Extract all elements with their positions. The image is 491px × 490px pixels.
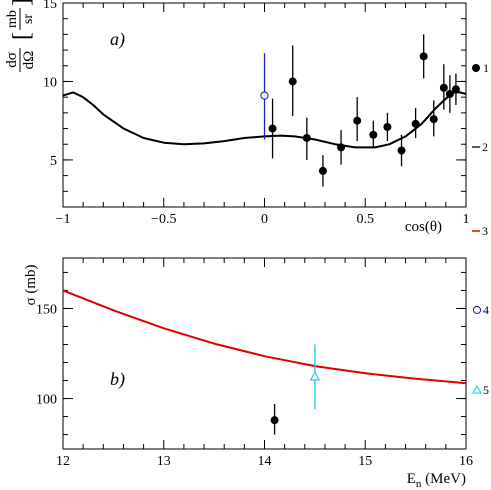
plot-frame: [62, 257, 467, 450]
legend-label-5: 5: [483, 383, 489, 397]
panel-label: b): [110, 369, 125, 390]
legend-label-3: 3: [482, 224, 488, 238]
legend-label-4: 4: [483, 303, 489, 317]
data-point: [260, 91, 269, 100]
x-tick-label: −0.5: [151, 212, 176, 227]
y-tick-label: 5: [50, 154, 57, 169]
y-tick-label: 15: [43, 0, 57, 12]
data-point: [429, 115, 438, 124]
y-axis-label: σ (mb): [23, 265, 39, 306]
data-point: [397, 146, 406, 155]
y-label-denominator: dΩ: [21, 51, 37, 70]
series-line: [62, 289, 467, 385]
legend-label-1: 1: [483, 61, 489, 75]
data-point: [451, 85, 460, 94]
legend-label-2: 2: [482, 140, 488, 154]
data-point: [318, 166, 327, 175]
y-unit-numerator: mb: [5, 10, 20, 28]
panel-label: a): [110, 29, 125, 50]
data-point: [309, 371, 321, 381]
x-tick-label: 13: [157, 454, 171, 469]
x-label-main: E: [407, 471, 416, 487]
data-point: [353, 116, 362, 125]
x-axis-label: cos(θ): [405, 219, 442, 235]
x-tick-label: −1: [56, 212, 71, 227]
bracket-close: ]: [9, 0, 35, 6]
legend-marker-5: [472, 384, 482, 394]
y-label-numerator: dσ: [4, 52, 20, 68]
data-point: [270, 416, 279, 425]
y-unit-denominator: sr: [21, 14, 36, 24]
legend: 1 2 3: [472, 61, 489, 238]
series-line: [62, 91, 467, 149]
y-tick-label: 10: [43, 75, 57, 90]
data-point: [288, 77, 297, 86]
legend-marker-4: [472, 305, 482, 315]
x-tick-label: 15: [358, 454, 372, 469]
data-point: [439, 83, 448, 92]
x-tick-label: 14: [258, 454, 272, 469]
x-tick-label: 16: [459, 454, 473, 469]
data-point: [369, 130, 378, 139]
data-point: [419, 52, 428, 61]
x-label-subscript: n: [416, 478, 422, 490]
legend: 45: [472, 303, 489, 397]
x-tick-label: 1: [463, 212, 470, 227]
x-tick-label: 0: [261, 212, 268, 227]
x-tick-label: 12: [56, 454, 70, 469]
x-axis-label: En (MeV): [407, 471, 466, 490]
data-point: [268, 124, 277, 133]
legend-marker-1: [472, 64, 480, 72]
x-label-unit: (MeV): [421, 471, 466, 487]
y-tick-label: 150: [36, 302, 57, 317]
x-tick-label: 0.5: [357, 212, 375, 227]
data-point: [383, 122, 392, 131]
y-tick-label: 100: [36, 393, 57, 408]
y-axis-label: dσ dΩ [ mb sr]: [4, 0, 37, 72]
bracket-open: [: [9, 32, 35, 40]
